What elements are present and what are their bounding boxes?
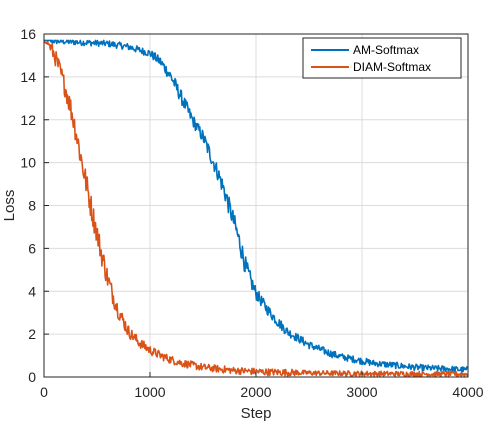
y-tick-label: 12 — [20, 112, 36, 128]
x-tick-label: 1000 — [134, 384, 165, 400]
x-tick-label: 3000 — [346, 384, 377, 400]
series-line-1 — [43, 39, 469, 373]
y-axis-title: Loss — [1, 190, 18, 222]
y-tick-label: 2 — [28, 326, 36, 342]
y-tick-label: 6 — [28, 240, 36, 256]
legend-box — [302, 37, 462, 79]
y-tick-label: 0 — [28, 369, 36, 385]
y-tick-label: 10 — [20, 155, 36, 171]
legend-label: AM-Softmax — [353, 43, 419, 57]
legend: AM-Softmax DIAM-Softmax — [302, 37, 462, 79]
x-tick-label: 4000 — [452, 384, 483, 400]
x-axis-title: Step — [241, 405, 272, 422]
x-tick-label: 0 — [40, 384, 48, 400]
y-tick-label: 8 — [28, 198, 36, 214]
x-tick-label: 2000 — [240, 384, 271, 400]
y-tick-label: 16 — [20, 26, 36, 42]
ticks: 0 1000 2000 3000 4000 0 2 4 6 8 10 12 14 16 — [20, 26, 483, 400]
y-tick-label: 4 — [28, 283, 36, 299]
y-tick-label: 14 — [20, 69, 36, 85]
legend-label: DIAM-Softmax — [353, 60, 431, 74]
